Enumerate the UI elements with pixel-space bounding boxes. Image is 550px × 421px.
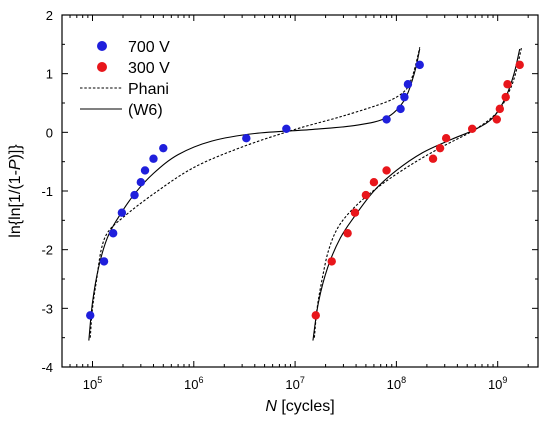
y-tick-label: 0 (46, 125, 53, 140)
data-point-300v (350, 208, 360, 217)
y-tick-label: -4 (41, 360, 53, 375)
x-tick-label: 108 (387, 375, 406, 392)
x-axis-label-symbol: N (265, 398, 277, 415)
data-point-300v (343, 229, 352, 238)
data-point-700v (403, 80, 413, 89)
data-point-700v (282, 124, 291, 134)
data-point-700v (400, 92, 409, 102)
data-point-700v (396, 104, 405, 114)
axis-ticks (61, 14, 538, 368)
data-point-300v (428, 154, 438, 163)
x-axis-label: N [cycles] (265, 398, 334, 415)
y-tick-label: 2 (46, 8, 53, 23)
legend-marker-700v (97, 41, 107, 51)
x-tick-label: 107 (285, 375, 304, 392)
data-point-700v (382, 115, 391, 124)
data-point-300v (441, 134, 451, 143)
legend-label-700v: 700 V (128, 39, 170, 56)
y-axis-label: ln{ln[1/(1-P)]} (7, 144, 24, 238)
x-tick-exponent: 5 (97, 375, 102, 385)
data-point-300v (503, 80, 512, 89)
y-tick-label: -2 (41, 243, 53, 258)
data-point-300v (515, 60, 524, 70)
data-point-700v (130, 190, 139, 200)
x-tick-base: 10 (184, 377, 198, 392)
x-tick-exponent: 7 (300, 375, 305, 385)
data-point-300v (369, 178, 379, 187)
data-point-700v (99, 257, 109, 266)
data-point-300v (311, 311, 320, 320)
legend-label-phani: Phani (128, 81, 169, 98)
data-point-700v (415, 60, 424, 70)
data-point-300v (327, 257, 336, 266)
x-axis-label-unit: [cycles] (277, 398, 335, 415)
data-point-300v (501, 92, 510, 102)
data-point-700v (86, 311, 95, 320)
data-point-300v (492, 115, 502, 124)
data-point-300v (382, 166, 391, 175)
data-point-700v (108, 229, 118, 238)
legend-label-w6: (W6) (128, 102, 163, 119)
x-tick-exponent: 6 (199, 375, 204, 385)
legend-marker-300v (97, 62, 107, 72)
data-point-700v (242, 134, 251, 143)
y-axis-label-symbol: P (7, 159, 24, 170)
data-point-700v (136, 178, 146, 187)
x-tick-exponent: 9 (502, 375, 507, 385)
phani-fit-curve-2 (313, 47, 523, 338)
data-point-700v (159, 143, 168, 153)
data-point-300v (495, 104, 505, 114)
x-tick-base: 10 (285, 377, 299, 392)
y-tick-label: 1 (46, 67, 53, 82)
legend-label-300v: 300 V (128, 60, 170, 77)
y-tick-label: -3 (41, 301, 53, 316)
x-tick-label: 109 (488, 375, 507, 392)
legend: 700 V 300 V Phani (W6) (80, 39, 170, 119)
x-tick-label: 105 (83, 375, 102, 392)
plot-points (86, 60, 524, 320)
y-tick-label: -1 (41, 184, 53, 199)
data-point-300v (467, 124, 477, 134)
x-tick-exponent: 8 (401, 375, 406, 385)
x-tick-base: 10 (83, 377, 97, 392)
data-point-700v (117, 208, 127, 217)
data-point-300v (361, 190, 371, 200)
data-point-700v (149, 154, 158, 163)
data-point-700v (140, 166, 150, 175)
x-tick-base: 10 (488, 377, 502, 392)
data-point-300v (435, 143, 445, 153)
x-tick-label: 106 (184, 375, 203, 392)
y-axis-label-suffix: )]} (7, 144, 24, 160)
x-tick-base: 10 (387, 377, 401, 392)
y-axis-label-prefix: ln{ln[1/(1- (7, 170, 24, 238)
